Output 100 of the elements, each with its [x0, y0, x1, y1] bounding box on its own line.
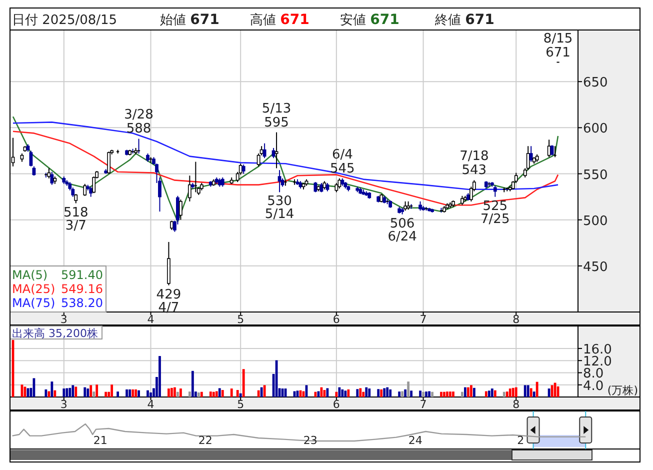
bar — [218, 388, 221, 397]
bar — [536, 382, 538, 397]
bar — [176, 392, 179, 397]
bar — [506, 392, 508, 397]
text: 安値 671 — [340, 12, 400, 28]
bar — [466, 387, 470, 397]
bar — [215, 391, 218, 397]
candlestick — [529, 146, 533, 162]
bar — [383, 388, 386, 397]
y-tick-label: 600 — [583, 122, 608, 137]
bar — [230, 388, 233, 397]
candlestick — [47, 168, 51, 179]
bar — [48, 391, 50, 397]
candlestick — [194, 161, 198, 193]
bar — [335, 392, 338, 397]
x-tick-label: 21 — [93, 434, 108, 447]
annotation: 506 6/24 — [388, 216, 417, 244]
y-tick-label: 450 — [583, 260, 608, 275]
bar — [126, 389, 128, 397]
text: 始値 671 — [160, 12, 220, 28]
candlestick — [262, 142, 266, 159]
x-tick-label: 7 — [420, 398, 427, 411]
bar — [344, 390, 347, 397]
candlestick — [418, 200, 422, 212]
bar — [472, 388, 476, 397]
bar — [170, 388, 173, 397]
bar — [380, 389, 383, 397]
bar — [44, 389, 48, 397]
bar — [362, 392, 365, 397]
bar — [86, 388, 90, 397]
bar — [90, 385, 92, 397]
bar — [263, 385, 266, 397]
annotation: 518 3/7 — [63, 205, 88, 234]
candlestick — [220, 176, 224, 188]
bar — [84, 387, 86, 397]
candlestick — [493, 185, 497, 198]
y-axis-title: (万株) — [607, 384, 638, 397]
candlestick — [460, 195, 464, 206]
candlestick — [89, 186, 93, 198]
bar — [134, 389, 137, 397]
bar — [526, 385, 530, 397]
bar — [191, 370, 194, 397]
candlestick — [29, 150, 33, 167]
x-tick-label: 23 — [303, 434, 318, 447]
bar — [338, 387, 341, 397]
x-tick-label: 24 — [408, 434, 422, 447]
bar — [461, 392, 464, 397]
bar — [200, 392, 203, 397]
text: 高値 671 — [250, 12, 310, 28]
bar — [386, 387, 389, 397]
bar — [484, 391, 488, 397]
annotation: 5/13 595 — [262, 101, 292, 130]
candlestick — [242, 164, 246, 174]
bar — [326, 388, 329, 397]
text: 日付 2025/08/15 — [12, 13, 118, 28]
bar — [104, 392, 108, 397]
x-tick-label: 3 — [60, 398, 68, 411]
candlestick — [179, 199, 182, 220]
x-tick-label: 4 — [147, 313, 154, 326]
x-tick-label: 8 — [512, 398, 520, 411]
y-tick-label: 650 — [583, 76, 608, 91]
annotation: 8/15 671 — [543, 31, 573, 60]
bar — [422, 392, 424, 397]
bar — [490, 388, 494, 397]
y-tick-label: 550 — [583, 168, 608, 183]
bar — [377, 389, 380, 397]
candlestick — [338, 178, 342, 190]
bar — [404, 389, 407, 397]
bar — [431, 392, 434, 397]
candlestick — [550, 144, 554, 156]
x-tick-label: 8 — [512, 313, 520, 326]
candlestick — [547, 139, 551, 158]
bar — [146, 390, 149, 397]
bar — [158, 356, 161, 397]
bar — [68, 388, 72, 397]
bar — [449, 392, 452, 397]
bar — [260, 387, 263, 397]
bar — [494, 390, 496, 397]
bar — [128, 389, 131, 397]
bar — [502, 392, 506, 397]
bar — [168, 388, 170, 397]
bar — [389, 389, 392, 397]
candlestick — [404, 200, 408, 212]
text: MA(25) 549.16 — [12, 282, 103, 296]
bar — [356, 389, 359, 397]
bar — [440, 392, 442, 397]
bar — [368, 388, 371, 397]
candlestick — [50, 171, 54, 186]
bar — [530, 388, 532, 397]
bar — [72, 385, 74, 397]
bar — [470, 385, 472, 397]
bar — [508, 388, 512, 397]
chart-title: 出来高 35,200株 — [12, 327, 98, 340]
bar — [488, 390, 490, 397]
bar — [443, 392, 446, 397]
bar — [398, 392, 401, 397]
x-tick-label: 4 — [147, 398, 154, 411]
candlestick — [136, 138, 141, 154]
x-tick-label: 7 — [420, 313, 427, 326]
bar — [242, 369, 245, 397]
